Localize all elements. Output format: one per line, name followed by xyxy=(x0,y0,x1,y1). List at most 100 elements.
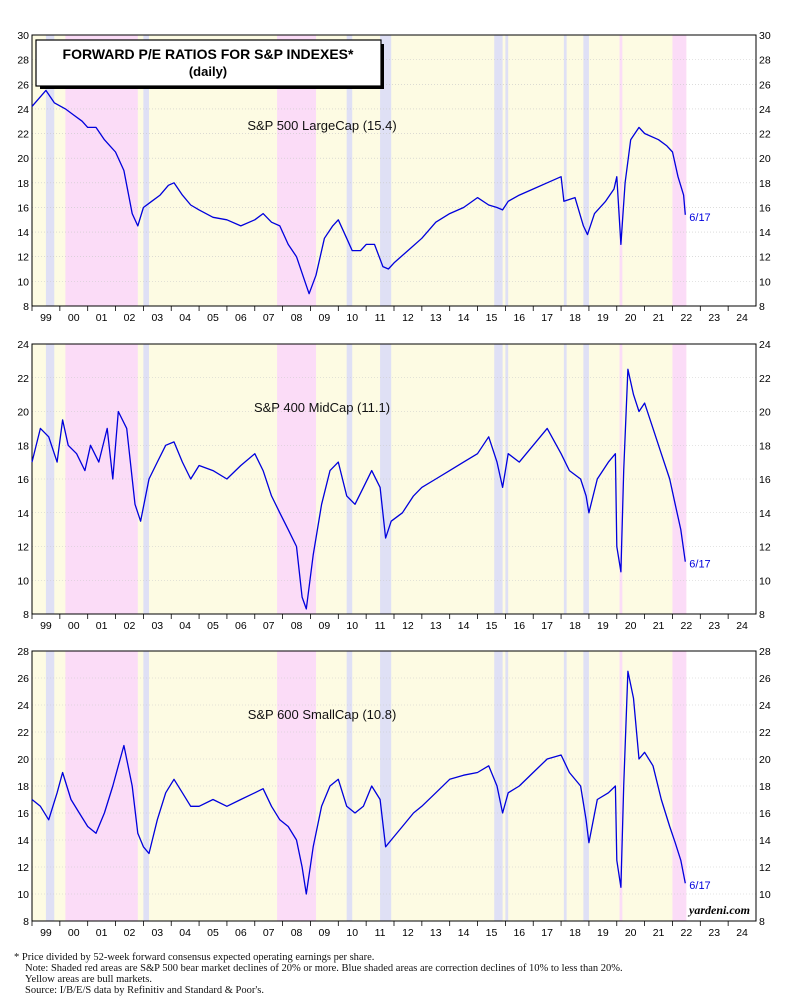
correction-band xyxy=(494,344,503,614)
series-label: S&P 600 SmallCap (10.8) xyxy=(248,707,397,722)
x-tick-label: 01 xyxy=(96,927,108,939)
correction-band xyxy=(346,344,353,614)
x-tick-label: 06 xyxy=(235,927,247,939)
x-tick-label: 03 xyxy=(151,927,163,939)
footnote-line-3: Yellow areas are bull markets. xyxy=(25,974,152,985)
x-tick-label: 10 xyxy=(346,927,358,939)
x-tick-label: 06 xyxy=(235,312,247,324)
y-tick-label-left: 30 xyxy=(17,30,29,42)
title-shadow xyxy=(40,86,384,89)
x-tick-label: 13 xyxy=(430,620,442,632)
correction-band xyxy=(380,651,392,921)
x-tick-label: 11 xyxy=(375,620,386,632)
y-tick-label-left: 18 xyxy=(17,440,29,452)
series-line xyxy=(31,670,686,895)
y-tick-label-right: 14 xyxy=(759,508,771,520)
x-tick-label: 03 xyxy=(151,312,163,324)
x-tick-label: 18 xyxy=(569,312,581,324)
x-tick-label: 00 xyxy=(68,927,80,939)
x-tick-label: 01 xyxy=(96,620,108,632)
correction-band xyxy=(583,35,589,306)
y-tick-label-right: 12 xyxy=(759,542,771,554)
y-tick-label-left: 22 xyxy=(17,727,29,739)
y-tick-label-left: 16 xyxy=(17,474,29,486)
bear-market-band xyxy=(672,651,687,921)
x-tick-label: 21 xyxy=(653,312,665,324)
x-tick-label: 15 xyxy=(486,620,498,632)
y-tick-label-right: 24 xyxy=(759,104,771,116)
y-tick-label-right: 30 xyxy=(759,30,771,42)
y-tick-label-left: 20 xyxy=(17,407,29,419)
correction-band xyxy=(563,344,567,614)
y-tick-label-left: 14 xyxy=(17,227,29,239)
x-tick-label: 05 xyxy=(207,620,219,632)
title-frame xyxy=(35,39,382,87)
x-tick-label: 13 xyxy=(430,927,442,939)
x-tick-label: 10 xyxy=(346,312,358,324)
y-tick-label-right: 14 xyxy=(759,835,771,847)
y-tick-label-left: 20 xyxy=(17,153,29,165)
x-tick-label: 23 xyxy=(708,620,720,632)
x-tick-label: 18 xyxy=(569,620,581,632)
x-tick-label: 09 xyxy=(319,620,331,632)
x-tick-label: 99 xyxy=(40,620,52,632)
y-tick-label-left: 26 xyxy=(17,79,29,91)
x-tick-label: 02 xyxy=(124,620,136,632)
x-tick-label: 21 xyxy=(653,620,665,632)
x-tick-label: 10 xyxy=(346,620,358,632)
footnote-line-1: * Price divided by 52-week forward conse… xyxy=(14,952,375,963)
y-tick-label-left: 26 xyxy=(17,673,29,685)
y-tick-label-right: 24 xyxy=(759,700,771,712)
correction-band xyxy=(380,35,392,306)
footnote-line-4: Source: I/B/E/S data by Refinitiv and St… xyxy=(25,985,264,996)
y-tick-label-right: 8 xyxy=(759,301,765,313)
y-tick-label-right: 10 xyxy=(759,276,771,288)
x-tick-label: 16 xyxy=(513,312,525,324)
y-tick-label-left: 18 xyxy=(17,178,29,190)
x-tick-label: 11 xyxy=(375,927,386,939)
y-tick-label-left: 10 xyxy=(17,575,29,587)
x-tick-label: 03 xyxy=(151,620,163,632)
y-tick-label-left: 12 xyxy=(17,862,29,874)
series-line xyxy=(31,368,686,610)
y-tick-label-left: 24 xyxy=(17,339,29,351)
correction-band xyxy=(494,651,503,921)
x-tick-label: 24 xyxy=(736,620,748,632)
y-tick-label-right: 10 xyxy=(759,575,771,587)
x-tick-label: 11 xyxy=(375,312,386,324)
x-tick-label: 23 xyxy=(708,312,720,324)
plot-frame xyxy=(31,34,757,307)
title-shadow xyxy=(381,44,384,89)
x-tick-label: 05 xyxy=(207,927,219,939)
correction-band xyxy=(563,35,567,306)
chart-subtitle: (daily) xyxy=(189,64,227,79)
end-date-label: 6/17 xyxy=(689,212,710,224)
y-tick-label-right: 22 xyxy=(759,129,771,141)
bear-market-band xyxy=(672,35,687,306)
y-tick-label-right: 28 xyxy=(759,646,771,658)
y-tick-label-right: 26 xyxy=(759,673,771,685)
x-tick-label: 14 xyxy=(458,312,470,324)
x-tick-label: 23 xyxy=(708,927,720,939)
y-tick-label-left: 8 xyxy=(23,301,29,313)
y-tick-label-right: 8 xyxy=(759,916,765,928)
y-tick-label-left: 10 xyxy=(17,889,29,901)
y-tick-label-left: 10 xyxy=(17,276,29,288)
y-tick-label-right: 16 xyxy=(759,202,771,214)
x-tick-label: 17 xyxy=(541,312,553,324)
y-tick-label-right: 12 xyxy=(759,862,771,874)
y-tick-label-right: 20 xyxy=(759,153,771,165)
x-tick-label: 22 xyxy=(681,312,693,324)
y-tick-label-right: 12 xyxy=(759,252,771,264)
x-tick-label: 24 xyxy=(736,927,748,939)
x-tick-label: 13 xyxy=(430,312,442,324)
series-label: S&P 400 MidCap (11.1) xyxy=(254,400,390,415)
x-tick-label: 16 xyxy=(513,620,525,632)
y-tick-label-left: 24 xyxy=(17,700,29,712)
x-tick-label: 14 xyxy=(458,620,470,632)
x-tick-label: 04 xyxy=(179,620,191,632)
bear-market-band xyxy=(619,35,623,306)
y-tick-label-left: 28 xyxy=(17,646,29,658)
x-tick-label: 17 xyxy=(541,620,553,632)
y-tick-label-right: 16 xyxy=(759,808,771,820)
